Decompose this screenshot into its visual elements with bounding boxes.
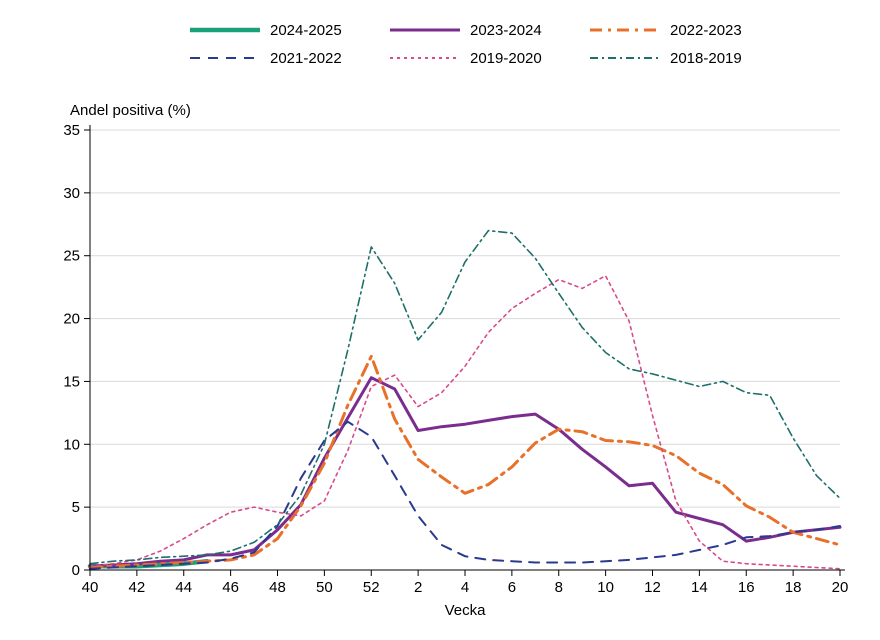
x-tick-label: 6 bbox=[508, 579, 516, 596]
x-tick-label: 40 bbox=[82, 579, 99, 596]
x-tick-label: 16 bbox=[738, 579, 755, 596]
legend-label: 2019-2020 bbox=[470, 50, 542, 67]
x-tick-label: 46 bbox=[222, 579, 239, 596]
x-axis-label: Vecka bbox=[445, 602, 487, 619]
y-tick-label: 30 bbox=[63, 185, 80, 202]
x-tick-label: 12 bbox=[644, 579, 661, 596]
chart-svg: 0510152025303540424446485052246810121416… bbox=[0, 0, 880, 640]
y-tick-label: 25 bbox=[63, 248, 80, 265]
y-tick-label: 0 bbox=[72, 562, 80, 579]
x-tick-label: 14 bbox=[691, 579, 708, 596]
line-chart: 0510152025303540424446485052246810121416… bbox=[0, 0, 880, 640]
legend-label: 2022-2023 bbox=[670, 22, 742, 39]
y-axis-label: Andel positiva (%) bbox=[70, 102, 191, 119]
y-tick-label: 10 bbox=[63, 436, 80, 453]
x-tick-label: 48 bbox=[269, 579, 286, 596]
x-tick-label: 4 bbox=[461, 579, 469, 596]
legend-label: 2021-2022 bbox=[270, 50, 342, 67]
y-tick-label: 15 bbox=[63, 373, 80, 390]
legend-label: 2018-2019 bbox=[670, 50, 742, 67]
x-tick-label: 20 bbox=[832, 579, 849, 596]
x-tick-label: 44 bbox=[175, 579, 192, 596]
legend-label: 2024-2025 bbox=[270, 22, 342, 39]
x-tick-label: 52 bbox=[363, 579, 380, 596]
y-tick-label: 20 bbox=[63, 311, 80, 328]
y-tick-label: 35 bbox=[63, 122, 80, 139]
x-tick-label: 8 bbox=[555, 579, 563, 596]
x-tick-label: 42 bbox=[129, 579, 146, 596]
legend-label: 2023-2024 bbox=[470, 22, 542, 39]
x-tick-label: 2 bbox=[414, 579, 422, 596]
y-tick-label: 5 bbox=[72, 499, 80, 516]
x-tick-label: 18 bbox=[785, 579, 802, 596]
x-tick-label: 50 bbox=[316, 579, 333, 596]
x-tick-label: 10 bbox=[597, 579, 614, 596]
